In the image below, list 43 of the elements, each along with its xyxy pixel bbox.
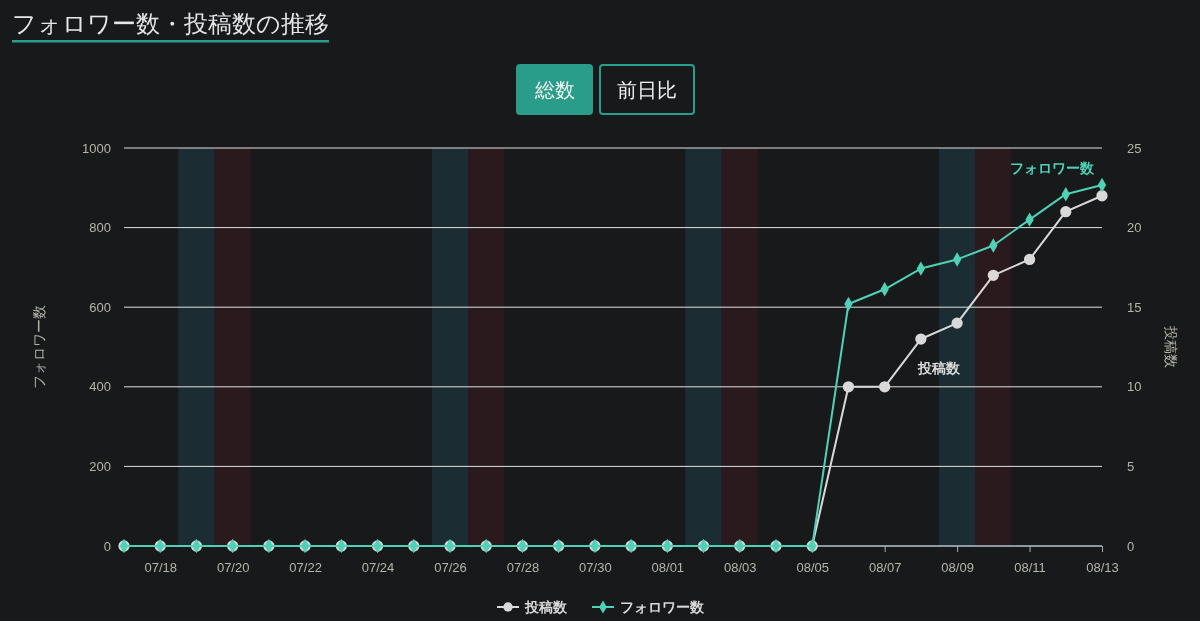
y-tick-label: 400 [89,379,111,395]
y-axis-title: フォロワー数 [31,305,47,389]
point [879,381,891,393]
x-tick-label: 08/01 [651,559,685,575]
point [915,333,927,345]
x-tick-label: 07/30 [579,559,612,575]
y-tick-label: 0 [103,538,111,554]
y-tick-label: 200 [89,459,111,475]
x-tick-label: 08/13 [1086,559,1119,575]
y2-tick-label: 20 [1127,220,1142,236]
y2-tick-label: 25 [1127,140,1142,156]
x-tick-label: 07/24 [361,559,395,575]
point [1060,206,1072,218]
x-tick-label: 08/09 [941,559,974,575]
y2-tick-label: 10 [1127,379,1142,395]
legend-label: フォロワー数 [620,599,705,615]
x-tick-label: 08/07 [868,559,902,575]
y-tick-label: 600 [89,299,111,315]
text: フォロワー数 [1010,160,1094,177]
y2-tick-label: 5 [1127,459,1135,475]
x-tick-label: 07/26 [434,559,467,575]
x-tick-label: 07/22 [289,559,322,575]
x-tick-label: 07/20 [216,559,250,575]
y2-axis-title: 投稿数 [1163,325,1179,368]
y-tick-label: 800 [89,220,111,236]
toggle-button: 総数 [516,64,593,115]
point [1096,190,1108,202]
x-tick-label: 08/03 [724,559,757,575]
legend-label: 投稿数 [524,599,568,615]
point [1023,253,1036,266]
point [987,269,999,281]
y2-tick-label: 0 [1127,538,1135,554]
x-tick-label: 07/28 [506,559,540,575]
text: 投稿数 [918,360,960,377]
toggle-button: 前日比 [599,64,695,115]
point [842,381,855,393]
y2-tick-label: 15 [1127,299,1142,315]
x-tick-label: 08/11 [1014,559,1046,575]
point [951,317,963,329]
x-tick-label: 08/05 [796,559,829,575]
y-tick-label: 1000 [82,140,111,156]
chart-title: フォロワー数・投稿数の推移 [12,10,329,38]
x-tick-label: 07/18 [144,559,177,575]
